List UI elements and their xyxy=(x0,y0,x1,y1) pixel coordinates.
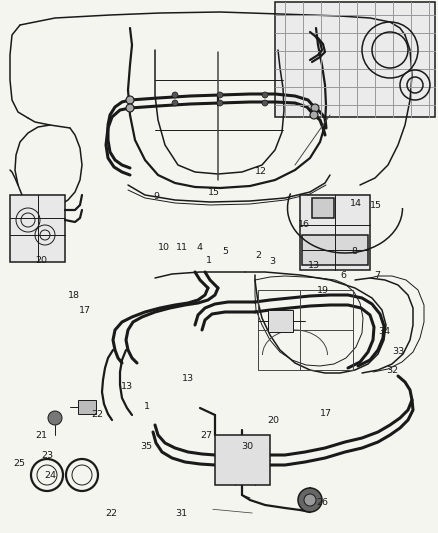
Text: 13: 13 xyxy=(182,374,194,383)
Text: 30: 30 xyxy=(241,442,254,451)
Bar xyxy=(78,400,96,414)
Circle shape xyxy=(310,111,318,119)
Text: 15: 15 xyxy=(208,189,220,197)
Bar xyxy=(215,435,270,485)
Text: 3: 3 xyxy=(269,257,276,265)
Circle shape xyxy=(304,494,316,506)
Circle shape xyxy=(298,488,322,512)
Text: 27: 27 xyxy=(200,432,212,440)
Circle shape xyxy=(126,96,134,104)
Circle shape xyxy=(262,92,268,98)
Text: 8: 8 xyxy=(351,247,357,256)
Text: 23: 23 xyxy=(41,451,53,460)
Text: 16: 16 xyxy=(298,221,311,229)
Circle shape xyxy=(217,100,223,106)
Text: 32: 32 xyxy=(386,366,398,375)
Text: 4: 4 xyxy=(196,244,202,252)
Circle shape xyxy=(172,92,178,98)
Text: 1: 1 xyxy=(144,402,150,410)
Polygon shape xyxy=(10,195,65,262)
Circle shape xyxy=(217,92,223,98)
Circle shape xyxy=(172,100,178,106)
Text: 20: 20 xyxy=(268,416,280,424)
Text: 6: 6 xyxy=(341,271,347,279)
Text: 12: 12 xyxy=(254,167,267,176)
Text: 24: 24 xyxy=(44,471,57,480)
Text: 5: 5 xyxy=(223,247,229,256)
Text: 18: 18 xyxy=(67,292,80,300)
Text: 17: 17 xyxy=(79,306,92,314)
Circle shape xyxy=(262,100,268,106)
Bar xyxy=(312,198,334,218)
Text: 14: 14 xyxy=(350,199,362,208)
Text: 19: 19 xyxy=(317,286,329,295)
Text: 21: 21 xyxy=(35,432,48,440)
Text: 11: 11 xyxy=(176,244,188,252)
Bar xyxy=(300,195,370,270)
Bar xyxy=(258,290,353,370)
Text: 33: 33 xyxy=(392,348,405,356)
Text: 17: 17 xyxy=(320,409,332,417)
Text: 10: 10 xyxy=(158,244,170,252)
Text: 25: 25 xyxy=(14,459,26,468)
Text: 2: 2 xyxy=(255,252,261,260)
Bar xyxy=(275,2,435,117)
Text: 26: 26 xyxy=(316,498,328,506)
Circle shape xyxy=(126,104,134,112)
Text: 9: 9 xyxy=(154,192,160,200)
Polygon shape xyxy=(302,235,368,265)
Text: 34: 34 xyxy=(378,327,391,336)
Circle shape xyxy=(311,104,319,112)
Circle shape xyxy=(72,465,92,485)
Text: 35: 35 xyxy=(141,442,153,451)
Text: 20: 20 xyxy=(35,256,48,264)
Text: 22: 22 xyxy=(106,509,118,518)
Bar xyxy=(268,310,293,332)
Text: 15: 15 xyxy=(370,201,382,209)
Text: 13: 13 xyxy=(308,261,321,270)
Text: 22: 22 xyxy=(91,410,103,419)
Text: 31: 31 xyxy=(176,509,188,518)
Text: 1: 1 xyxy=(206,256,212,264)
Text: 13: 13 xyxy=(121,382,133,391)
Circle shape xyxy=(48,411,62,425)
Text: 7: 7 xyxy=(374,271,381,279)
Circle shape xyxy=(37,465,57,485)
